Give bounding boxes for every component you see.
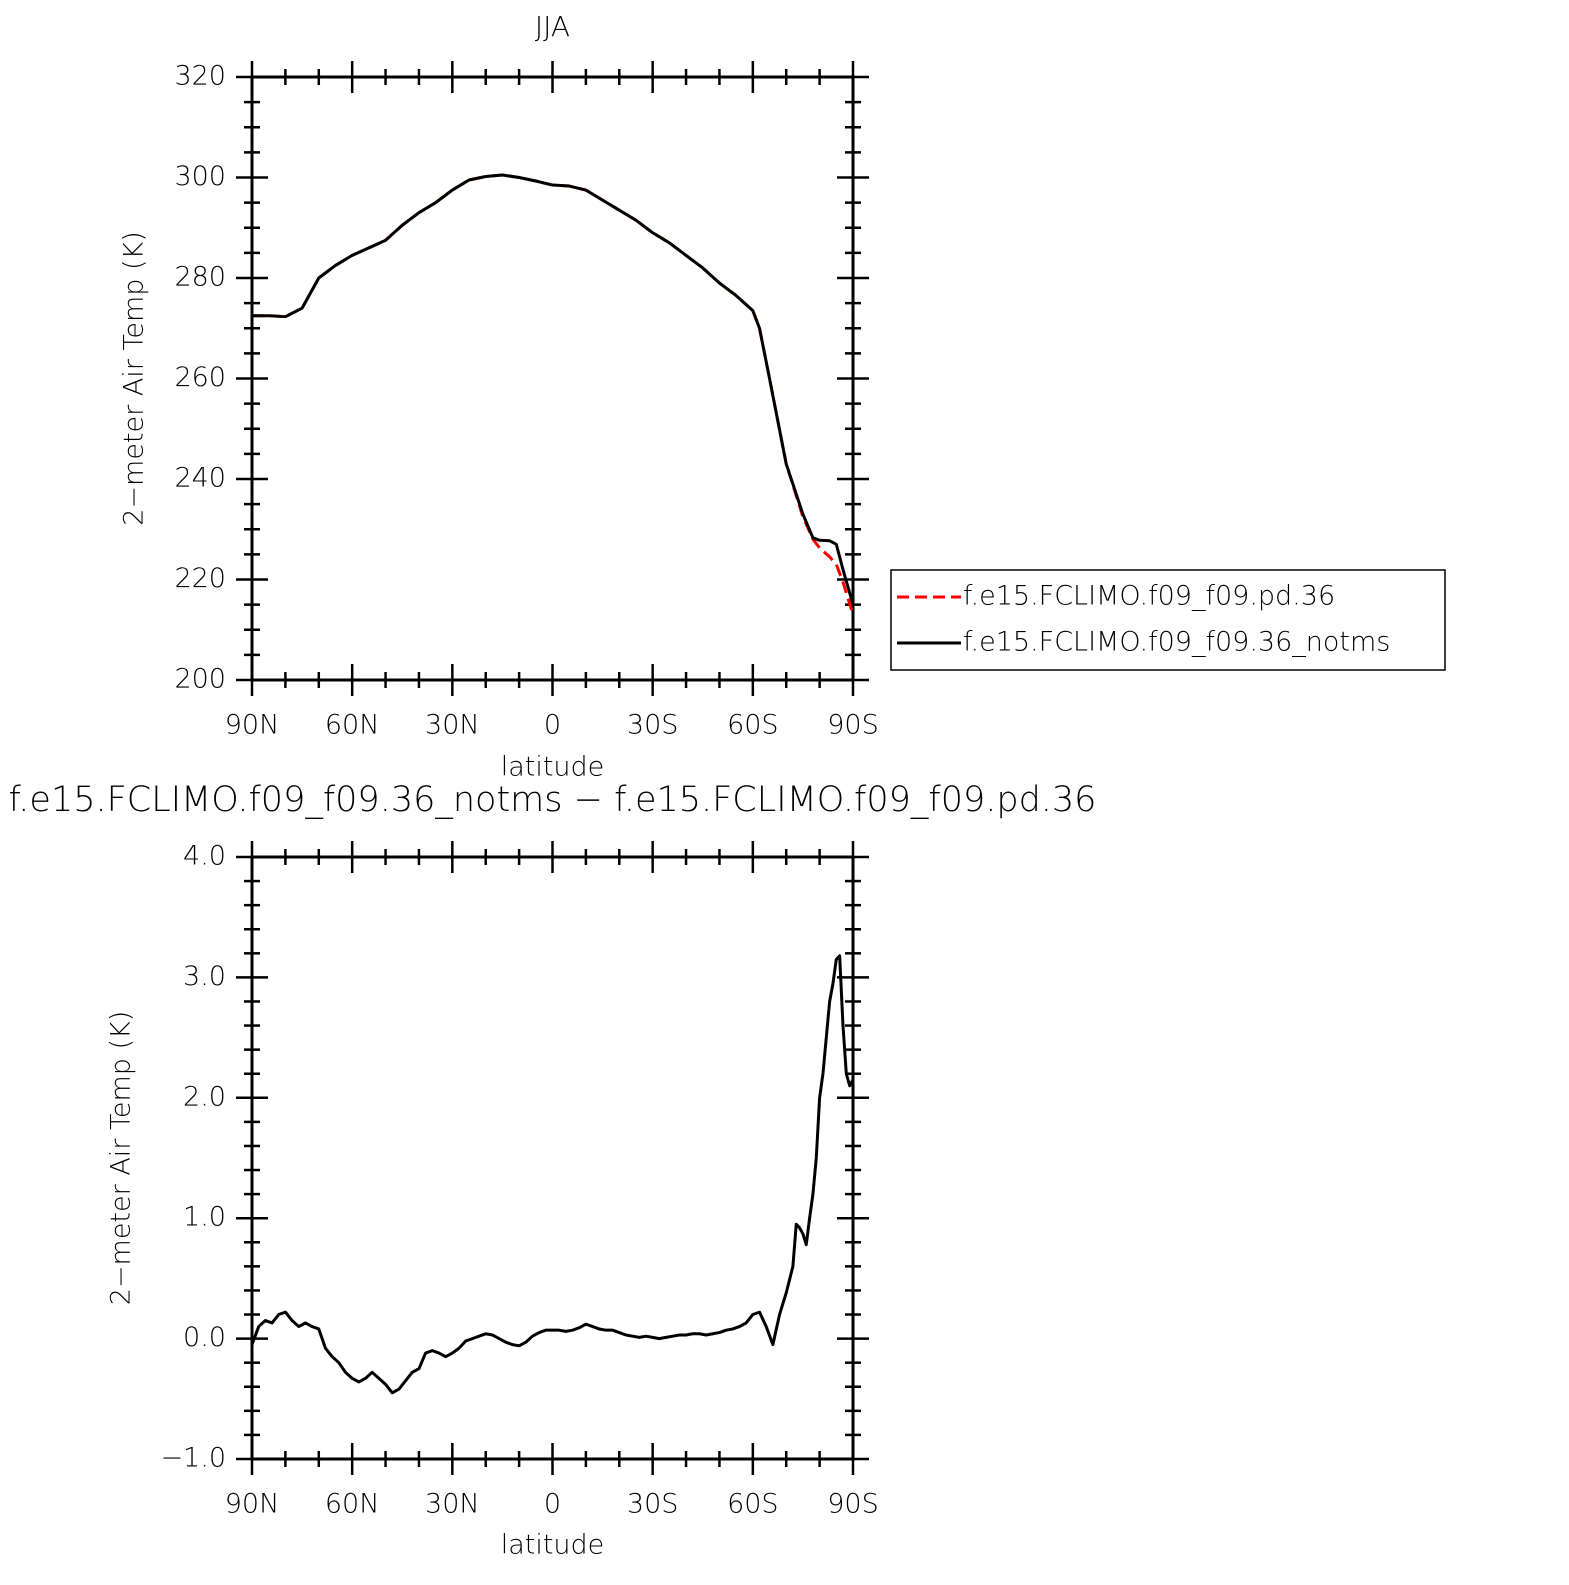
- y-tick-label: 0.0: [183, 1322, 226, 1353]
- y-tick-label: 3.0: [183, 961, 226, 992]
- legend-label: f.e15.FCLIMO.f09_f09.pd.36: [963, 581, 1335, 612]
- x-tick-label: 30N: [425, 1489, 480, 1520]
- y-tick-label: 200: [174, 664, 226, 695]
- legend-label: f.e15.FCLIMO.f09_f09.36_notms: [963, 627, 1390, 658]
- x-tick-label: 90S: [827, 1489, 879, 1520]
- x-tick-label: 60N: [325, 710, 380, 741]
- x-axis-label: latitude: [501, 752, 605, 783]
- y-tick-label: 4.0: [183, 841, 226, 872]
- y-axis-label: 2−meter Air Temp (K): [119, 231, 150, 526]
- y-axis-label: 2−meter Air Temp (K): [106, 1011, 137, 1306]
- x-tick-label: 90N: [225, 710, 280, 741]
- x-tick-label: 0: [544, 710, 561, 741]
- y-tick-label: 240: [174, 463, 226, 494]
- x-tick-label: 30S: [627, 1489, 679, 1520]
- x-tick-label: 60N: [325, 1489, 380, 1520]
- legend-box: [890, 569, 1446, 671]
- chart-title: JJA: [535, 10, 570, 43]
- x-tick-label: 30S: [627, 710, 679, 741]
- chart-title: f.e15.FCLIMO.f09_f09.36_notms − f.e15.FC…: [9, 780, 1097, 820]
- y-tick-label: 280: [174, 262, 226, 293]
- x-tick-label: 90S: [827, 710, 879, 741]
- x-tick-label: 90N: [225, 1489, 280, 1520]
- data-line: [252, 173, 855, 606]
- y-tick-label: −1.0: [160, 1443, 226, 1474]
- chart: f.e15.FCLIMO.f09_f09.36_notms − f.e15.FC…: [9, 780, 1097, 1561]
- y-tick-label: 220: [174, 563, 226, 594]
- plot-frame: [250, 75, 855, 682]
- y-tick-label: 1.0: [183, 1202, 226, 1233]
- y-tick-label: 260: [174, 362, 226, 393]
- plot-frame: [250, 855, 855, 1461]
- x-tick-label: 60S: [727, 710, 779, 741]
- x-tick-label: 60S: [727, 1489, 779, 1520]
- x-tick-label: 0: [544, 1489, 561, 1520]
- x-axis-label: latitude: [501, 1530, 605, 1561]
- x-tick-label: 30N: [425, 710, 480, 741]
- data-line: [250, 954, 855, 1395]
- chart: JJA latitude 2−meter Air Temp (K) 200 220 240…: [119, 10, 1446, 783]
- y-tick-label: 300: [174, 161, 226, 192]
- data-line: [252, 173, 855, 616]
- y-tick-label: 2.0: [183, 1081, 226, 1112]
- y-tick-label: 320: [174, 61, 226, 92]
